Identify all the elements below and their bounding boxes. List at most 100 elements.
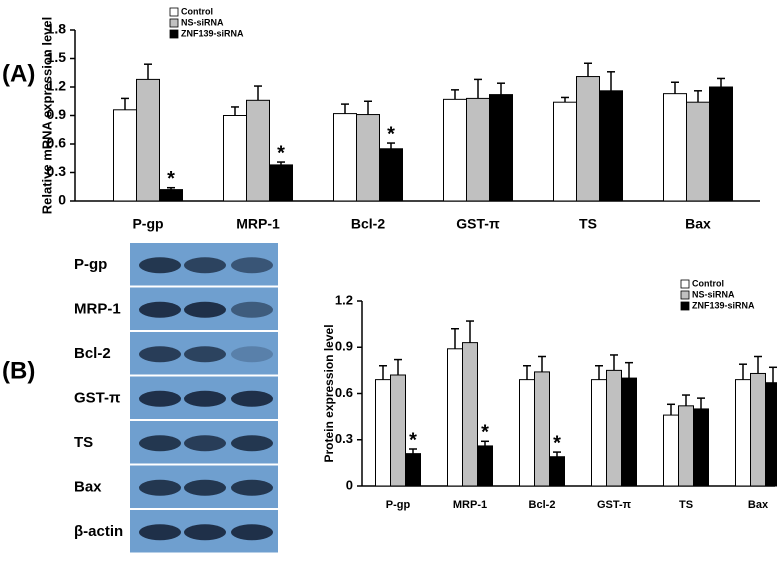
error-bar xyxy=(607,71,615,91)
y-tick-label: 0.3 xyxy=(47,163,67,179)
y-tick-label: 1.5 xyxy=(47,49,67,65)
x-tick-label: Bcl-2 xyxy=(529,499,556,511)
error-bar xyxy=(769,366,777,383)
bar xyxy=(591,379,607,487)
bar xyxy=(356,114,380,202)
x-tick-label: GST-π xyxy=(456,216,500,232)
significance-marker: * xyxy=(481,422,489,444)
bar xyxy=(443,98,467,202)
significance-marker: * xyxy=(277,142,285,164)
bar xyxy=(136,78,160,202)
error-bar xyxy=(694,90,702,103)
y-tick-label: 0 xyxy=(58,192,66,208)
bar xyxy=(663,93,687,202)
panel-label: (A) xyxy=(2,60,35,87)
bar xyxy=(246,99,270,202)
error-bar xyxy=(451,328,459,349)
panel-label: (B) xyxy=(2,357,35,384)
blot-label: β-actin xyxy=(74,523,123,540)
error-bar xyxy=(341,103,349,114)
error-bar xyxy=(451,89,459,100)
bar xyxy=(621,377,637,487)
error-bar xyxy=(671,81,679,94)
significance-marker: * xyxy=(167,168,175,190)
bar xyxy=(223,115,247,202)
error-bar xyxy=(144,63,152,80)
blot-band xyxy=(184,346,226,363)
blot-band xyxy=(184,479,226,496)
legend-label: ZNF139-siRNA xyxy=(692,300,755,310)
bar xyxy=(750,372,766,487)
legend-label: Control xyxy=(181,6,213,16)
error-bar xyxy=(553,451,561,457)
blot-band xyxy=(231,479,273,496)
error-bar xyxy=(739,363,747,380)
bar xyxy=(735,379,751,487)
bar xyxy=(765,382,777,487)
error-bar xyxy=(523,365,531,380)
blot-band xyxy=(231,390,273,407)
x-tick-label: Bax xyxy=(685,216,711,232)
error-bar xyxy=(595,365,603,380)
bar xyxy=(709,86,733,202)
bar xyxy=(159,189,183,202)
error-bar xyxy=(481,440,489,446)
legend-swatch xyxy=(680,301,690,311)
legend-label: ZNF139-siRNA xyxy=(181,28,244,38)
blot-label: Bax xyxy=(74,479,102,496)
blot-band xyxy=(231,524,273,541)
error-bar xyxy=(682,394,690,406)
blot-label: TS xyxy=(74,434,93,451)
bar xyxy=(606,369,622,487)
y-tick-label: 0.6 xyxy=(47,135,67,151)
legend-swatch xyxy=(680,279,690,289)
blot-band xyxy=(184,435,226,452)
blot-band xyxy=(231,346,273,363)
legend-label: Control xyxy=(692,278,724,288)
y-tick-label: 0.9 xyxy=(47,106,67,122)
bar xyxy=(678,405,694,487)
significance-marker: * xyxy=(553,432,561,454)
bar xyxy=(405,453,421,487)
bar xyxy=(519,379,535,487)
y-tick-label: 0.3 xyxy=(335,431,353,446)
bar xyxy=(333,113,357,202)
error-bar xyxy=(625,361,633,379)
blot-band xyxy=(184,301,226,318)
blot-band xyxy=(231,435,273,452)
bar xyxy=(390,374,406,487)
bar xyxy=(663,414,679,487)
blot-label: Bcl-2 xyxy=(74,345,111,362)
error-bar xyxy=(379,365,387,380)
legend-swatch xyxy=(169,7,179,17)
significance-marker: * xyxy=(387,123,395,145)
blot-band xyxy=(231,257,273,274)
y-tick-label: 0.6 xyxy=(335,385,353,400)
bar xyxy=(686,101,710,202)
bar xyxy=(462,342,478,487)
y-tick-label: 1.8 xyxy=(47,21,67,37)
legend-swatch xyxy=(169,29,179,39)
error-bar xyxy=(466,320,474,343)
x-tick-label: GST-π xyxy=(597,499,632,511)
blot-label: GST-π xyxy=(74,390,121,407)
blot-band xyxy=(139,390,181,407)
x-tick-label: MRP-1 xyxy=(236,216,280,232)
error-bar xyxy=(121,97,129,110)
y-tick-label: 1.2 xyxy=(335,292,353,307)
error-bar xyxy=(254,85,262,101)
error-bar xyxy=(364,100,372,115)
blot-label: MRP-1 xyxy=(74,301,121,318)
significance-marker: * xyxy=(409,429,417,451)
blot-band xyxy=(184,524,226,541)
error-bar xyxy=(697,397,705,409)
x-tick-label: Bax xyxy=(748,499,769,511)
x-tick-label: Bcl-2 xyxy=(351,216,385,232)
error-bar xyxy=(538,355,546,372)
error-bar xyxy=(497,82,505,95)
bar xyxy=(269,164,293,202)
bar xyxy=(447,348,463,487)
legend-label: NS-siRNA xyxy=(692,289,735,299)
error-bar xyxy=(231,106,239,116)
